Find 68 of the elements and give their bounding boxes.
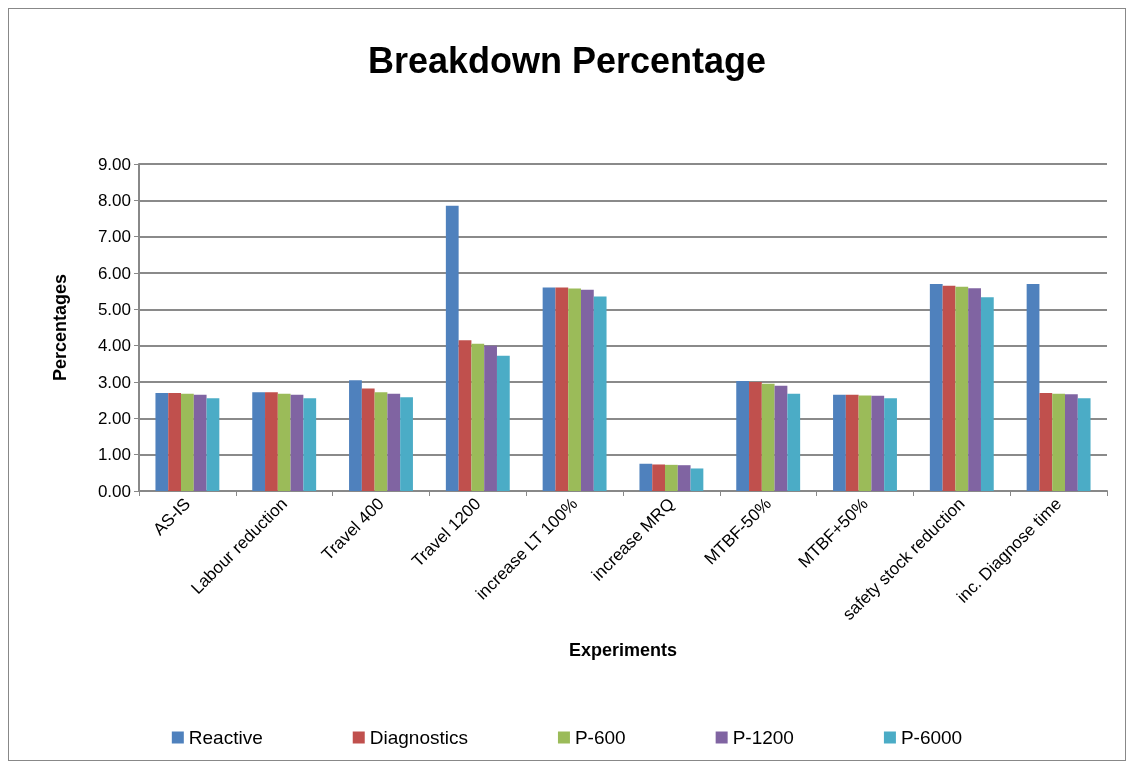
y-tick-label: 7.00 [97,227,131,247]
y-tick-label: 0.00 [97,481,131,501]
bar [639,463,653,491]
bar [361,388,375,491]
bar [652,464,666,491]
bar [677,465,691,491]
bar [277,393,291,491]
bar [555,287,569,491]
bar [265,392,278,491]
bar [929,283,943,491]
bar [580,289,594,491]
bar [181,393,194,491]
x-axis-title: Experiments [568,640,678,660]
bar [761,383,775,491]
bar [1052,393,1065,491]
bar [980,297,994,491]
y-tick-label: 9.00 [97,154,131,174]
bar [206,398,220,491]
bar [303,398,317,491]
bar [942,285,956,491]
bar [496,355,510,491]
bar [458,340,472,491]
y-tick-label: 2.00 [97,408,131,428]
bar [568,288,581,491]
bar [858,395,872,491]
bar [845,394,859,491]
bar [736,380,750,491]
bar [252,392,266,491]
y-tick-label: 6.00 [97,263,131,283]
y-tick-label: 1.00 [97,445,131,465]
bar [787,393,801,491]
bar [1026,283,1040,491]
bar [445,205,459,491]
bar [168,392,182,491]
legend-label: P-6000 [900,727,963,748]
bar [155,392,169,491]
bar [542,287,556,491]
chart-title: Breakdown Percentage [367,39,767,81]
y-tick-label: 5.00 [97,299,131,319]
y-axis-title: Percentages [50,273,70,382]
bar [833,394,846,491]
bar [471,343,485,491]
bar [484,345,497,491]
y-tick-label: 8.00 [97,190,131,210]
legend-label: P-600 [574,727,626,748]
bar [349,380,362,491]
bar [1064,394,1078,491]
bar [690,468,704,491]
bar [1039,392,1053,491]
bar [593,296,607,491]
bar [955,286,969,491]
bar [884,398,897,491]
y-tick-label: 3.00 [97,372,131,392]
bar [871,395,885,491]
bar [968,288,981,491]
bar [387,393,401,491]
bar [400,397,413,491]
bar [774,385,788,491]
bar [290,394,304,491]
bar [1077,398,1091,491]
legend-label: Reactive [188,727,263,748]
bar [193,394,207,491]
bar [749,382,762,491]
bar [665,464,678,491]
legend-label: P-1200 [732,727,794,748]
y-tick-label: 4.00 [97,336,131,356]
legend-label: Diagnostics [369,727,468,748]
bar [374,392,388,491]
